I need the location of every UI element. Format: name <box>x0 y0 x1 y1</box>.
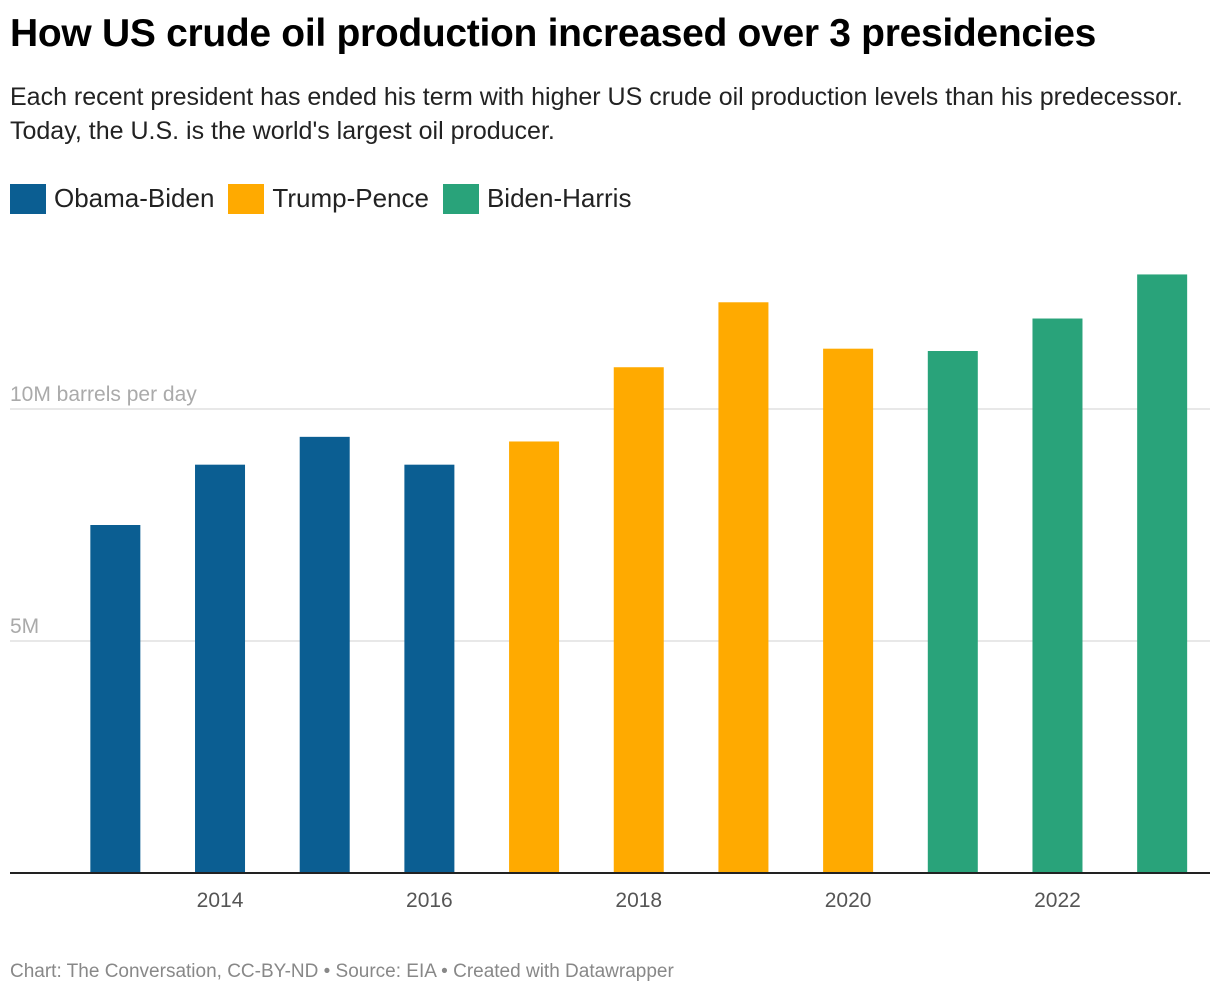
bar-chart: 5M 10M barrels per day 2014 2016 2018 2020 202… <box>10 274 1210 912</box>
legend-swatch <box>10 183 46 214</box>
bar-2023 <box>1137 274 1188 873</box>
chart-subtitle: Each recent president has ended his term… <box>10 83 1183 145</box>
bar-2022 <box>1032 318 1083 873</box>
bar-2016 <box>404 464 455 873</box>
legend-swatch <box>442 183 479 214</box>
chart-footer: Chart: The Conversation, CC-BY-ND • Sour… <box>10 961 674 982</box>
y-tick-label: 10M barrels per day <box>10 383 197 406</box>
chart-title: How US crude oil production increased ov… <box>10 12 1097 55</box>
bar-2015 <box>299 436 350 873</box>
x-tick-label: 2018 <box>615 889 662 912</box>
bar-2018 <box>613 367 664 873</box>
x-tick-label: 2016 <box>406 889 453 912</box>
legend: Obama-Biden Trump-Pence Biden-Harris <box>10 183 631 214</box>
legend-item: Trump-Pence <box>228 183 429 214</box>
x-tick-label: 2020 <box>825 889 872 912</box>
legend-item: Obama-Biden <box>10 183 214 214</box>
bar-2013 <box>90 525 141 873</box>
bar-2019 <box>718 302 769 873</box>
x-tick-label: 2014 <box>197 889 244 912</box>
y-tick-label: 5M <box>10 615 39 638</box>
x-tick-label: 2022 <box>1034 889 1081 912</box>
bar-2014 <box>195 464 246 873</box>
legend-label: Obama-Biden <box>54 183 215 213</box>
legend-swatch <box>228 183 265 214</box>
bar-2021 <box>927 351 978 873</box>
legend-label: Biden-Harris <box>486 183 632 213</box>
bar-2017 <box>509 441 560 873</box>
legend-label: Trump-Pence <box>272 183 429 213</box>
bar-2020 <box>823 348 874 873</box>
legend-item: Biden-Harris <box>442 183 632 214</box>
